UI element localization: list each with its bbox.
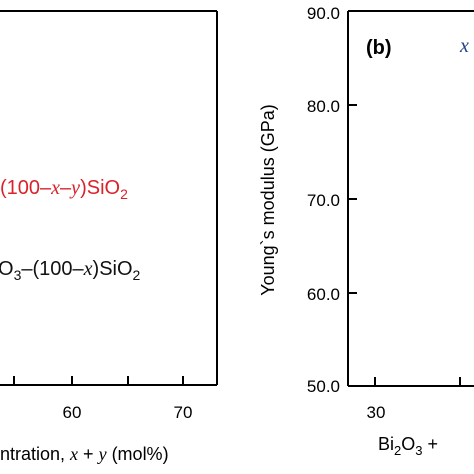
panel-b-ytick-label-80: 80.0 [307, 97, 340, 116]
panel-b-ytick-label-90: 90.0 [307, 4, 340, 23]
panel-a-legend-red: (100–x–y)SiO2 [0, 177, 128, 202]
panel-b-x-axis-label: Bi2O3 + [378, 434, 438, 458]
panel-b-label: (b) [366, 37, 392, 59]
panel-b-ytick-label-70: 70.0 [307, 191, 340, 210]
panel-a-legend-black: O3–(100–x)SiO2 [0, 258, 141, 283]
panel-a-tick-label-60: 60 [63, 403, 82, 422]
panel-b: 90.0 80.0 70.0 60.0 50.0 30 Young`s modu… [258, 4, 474, 458]
panel-b-ytick-label-50: 50.0 [307, 377, 340, 396]
panel-b-legend-fragment: x [459, 35, 469, 57]
panel-b-xtick-label-30: 30 [367, 403, 386, 422]
panel-a: 60 70 ntration, x + y (mol%) (100–x–y)Si… [0, 10, 218, 464]
panel-a-x-axis-label: ntration, x + y (mol%) [0, 444, 169, 464]
panel-a-tick-label-70: 70 [174, 403, 193, 422]
panel-b-y-axis-label: Young`s modulus (GPa) [258, 104, 278, 295]
panel-b-ytick-label-60: 60.0 [307, 285, 340, 304]
